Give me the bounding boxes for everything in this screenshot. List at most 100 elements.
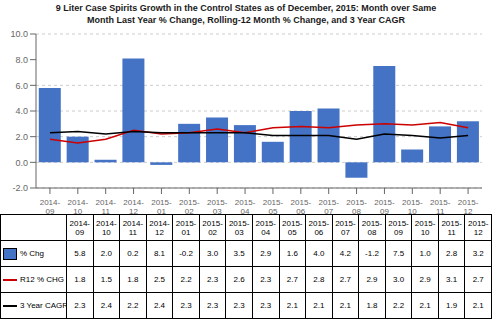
- html-text:4.2: 4.2: [339, 249, 351, 258]
- html-text:01: 01: [181, 227, 191, 237]
- html-text:11: 11: [447, 227, 456, 237]
- html-text:1.8: 1.8: [127, 275, 139, 284]
- html-text:3.0: 3.0: [393, 275, 405, 284]
- html-text:2015-: 2015-: [361, 218, 383, 228]
- html-text:Month Last Year % Change, Roll: Month Last Year % Change, Rolling-12 Mon…: [86, 15, 406, 25]
- html-text:-1.2: -1.2: [365, 249, 379, 258]
- html-text:2.3: 2.3: [260, 275, 272, 284]
- svg-text:2015-02: 2015-02: [179, 198, 200, 214]
- html-text:2015-: 2015-: [414, 218, 436, 228]
- html-text:02: 02: [208, 227, 217, 237]
- svg-text:2015-07: 2015-07: [318, 198, 339, 214]
- html-text:0.2: 0.2: [127, 249, 139, 258]
- html-text:2.9: 2.9: [260, 249, 272, 258]
- html-text:2.6: 2.6: [233, 275, 245, 284]
- svg-text:2015-11: 2015-11: [430, 198, 451, 214]
- svg-text:2015-09: 2015-09: [374, 198, 395, 214]
- html-text:2.7: 2.7: [286, 275, 298, 284]
- html-text:2.7: 2.7: [339, 275, 351, 284]
- html-text:09: 09: [75, 227, 85, 237]
- html-text:2.3: 2.3: [207, 301, 219, 310]
- html-text:% Chg: % Chg: [20, 249, 44, 258]
- html-text:04: 04: [261, 227, 271, 237]
- html-text:9 Liter Case Spirits Growth in: 9 Liter Case Spirits Growth in the Contr…: [55, 3, 437, 13]
- html-text:2.3: 2.3: [74, 301, 86, 310]
- html-text:2.2: 2.2: [127, 301, 139, 310]
- svg-text:2015-05: 2015-05: [263, 198, 284, 214]
- html-text:2015-: 2015-: [441, 218, 462, 228]
- html-text:2.2: 2.2: [180, 275, 192, 284]
- html-text:2.9: 2.9: [419, 275, 431, 284]
- html-text:2.0: 2.0: [100, 249, 112, 258]
- svg-text:2.0: 2.0: [15, 132, 28, 142]
- html-text:2015-: 2015-: [255, 218, 276, 228]
- svg-text:10.0: 10.0: [10, 29, 28, 39]
- html-text:11: 11: [128, 227, 138, 237]
- svg-text:6.0: 6.0: [15, 81, 28, 91]
- html-text:10: 10: [101, 227, 111, 237]
- html-text:8.1: 8.1: [153, 249, 165, 258]
- svg-text:2015-12: 2015-12: [458, 198, 479, 214]
- html-text:2.4: 2.4: [100, 301, 112, 310]
- svg-text:2015-03: 2015-03: [207, 198, 228, 214]
- html-text:3.0: 3.0: [207, 249, 219, 258]
- svg-text:2015-08: 2015-08: [346, 198, 367, 214]
- html-text:05: 05: [287, 227, 297, 237]
- html-text:2015-: 2015-: [202, 218, 223, 228]
- html-text:2.4: 2.4: [153, 301, 165, 310]
- html-text:1.5: 1.5: [100, 275, 112, 284]
- html-text:1.0: 1.0: [419, 249, 431, 258]
- svg-text:2015-04: 2015-04: [235, 198, 256, 214]
- html-text:2015-: 2015-: [388, 218, 409, 228]
- svg-text:2015-10: 2015-10: [402, 198, 423, 214]
- svg-text:2015-06: 2015-06: [291, 198, 312, 214]
- html-text:2014-: 2014-: [149, 218, 170, 228]
- html-text:2.3: 2.3: [260, 301, 272, 310]
- html-text:1.6: 1.6: [286, 249, 298, 258]
- svg-text:2014-09: 2014-09: [40, 198, 61, 214]
- html-text:2.8: 2.8: [313, 275, 325, 284]
- html-text:03: 03: [234, 227, 244, 237]
- svg-text:2015-01: 2015-01: [151, 198, 172, 214]
- html-text:2.5: 2.5: [153, 275, 165, 284]
- html-text:2015-: 2015-: [335, 218, 356, 228]
- svg-text:-2.0: -2.0: [12, 183, 28, 193]
- html-text:2.7: 2.7: [472, 275, 484, 284]
- html-text:2.3: 2.3: [180, 301, 192, 310]
- html-text:12: 12: [155, 227, 164, 237]
- html-text:08: 08: [367, 227, 377, 237]
- svg-text:2014-12: 2014-12: [123, 198, 144, 214]
- html-text:3.5: 3.5: [233, 249, 245, 258]
- svg-text:2014-11: 2014-11: [95, 198, 116, 214]
- html-text:3.1: 3.1: [446, 275, 458, 284]
- html-text:2015-: 2015-: [175, 218, 197, 228]
- html-text:-0.2: -0.2: [179, 249, 193, 258]
- html-text:07: 07: [341, 227, 350, 237]
- html-text:4.0: 4.0: [313, 249, 325, 258]
- html-text:3.2: 3.2: [472, 249, 484, 258]
- html-text:5.8: 5.8: [74, 249, 86, 258]
- html-text:12: 12: [473, 227, 483, 237]
- html-text:10: 10: [420, 227, 430, 237]
- html-text:2015-: 2015-: [228, 218, 250, 228]
- html-text:7.5: 7.5: [393, 249, 405, 258]
- svg-text:8.0: 8.0: [15, 55, 28, 65]
- html-text:R12 % CHG: R12 % CHG: [20, 275, 64, 284]
- html-text:2014-: 2014-: [69, 218, 90, 228]
- html-text:3 Year CAGR: 3 Year CAGR: [20, 301, 68, 310]
- html-text:2.3: 2.3: [207, 275, 219, 284]
- html-text:2.9: 2.9: [366, 275, 378, 284]
- svg-text:0.0: 0.0: [15, 158, 28, 168]
- svg-text:2014-10: 2014-10: [68, 198, 89, 214]
- html-text:1.8: 1.8: [74, 275, 86, 284]
- html-text:2014-: 2014-: [96, 218, 117, 228]
- html-text:2015-: 2015-: [282, 218, 303, 228]
- html-text:2.3: 2.3: [233, 301, 245, 310]
- html-text:2014-: 2014-: [122, 218, 144, 228]
- html-text:09: 09: [394, 227, 403, 237]
- html-text:2015-: 2015-: [308, 218, 330, 228]
- svg-text:4.0: 4.0: [15, 106, 28, 116]
- html-text:2015-: 2015-: [468, 218, 489, 228]
- html-text:06: 06: [314, 227, 324, 237]
- html-text:2.8: 2.8: [446, 249, 458, 258]
